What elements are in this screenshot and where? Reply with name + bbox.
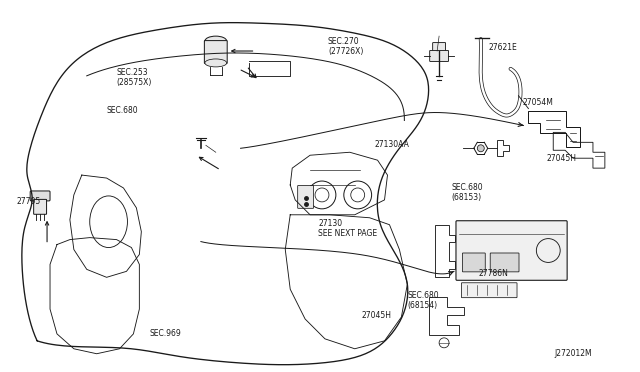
FancyBboxPatch shape: [204, 41, 227, 63]
Text: SEC.680: SEC.680: [107, 106, 138, 115]
Text: 27705: 27705: [16, 198, 40, 206]
FancyBboxPatch shape: [30, 191, 50, 201]
Text: 27045H: 27045H: [547, 154, 576, 163]
FancyBboxPatch shape: [490, 253, 519, 272]
Text: J272012M: J272012M: [554, 349, 592, 358]
Text: SEC.270: SEC.270: [328, 36, 360, 46]
Text: SEC.969: SEC.969: [149, 329, 181, 339]
FancyBboxPatch shape: [429, 51, 449, 61]
Ellipse shape: [205, 36, 227, 46]
Text: 27045H: 27045H: [362, 311, 392, 320]
Text: 27130: 27130: [318, 219, 342, 228]
Text: (27726X): (27726X): [328, 46, 364, 55]
FancyBboxPatch shape: [456, 221, 567, 280]
Text: 27054M: 27054M: [522, 98, 554, 107]
Text: SEE NEXT PAGE: SEE NEXT PAGE: [318, 229, 377, 238]
Text: SEC.680: SEC.680: [451, 183, 483, 192]
Ellipse shape: [205, 59, 227, 67]
Text: (68153): (68153): [451, 193, 481, 202]
Text: 27130AA: 27130AA: [374, 140, 410, 149]
Text: (68154): (68154): [407, 301, 438, 310]
Text: SEC.253: SEC.253: [116, 68, 148, 77]
FancyBboxPatch shape: [463, 253, 485, 272]
Text: 27786N: 27786N: [479, 269, 509, 278]
FancyBboxPatch shape: [433, 42, 445, 51]
Circle shape: [477, 145, 484, 152]
Text: SEC.680: SEC.680: [407, 291, 439, 300]
FancyBboxPatch shape: [298, 186, 314, 208]
Text: 27621E: 27621E: [489, 42, 518, 52]
FancyBboxPatch shape: [461, 283, 517, 298]
FancyBboxPatch shape: [34, 199, 47, 214]
Text: (28575X): (28575X): [116, 78, 152, 87]
